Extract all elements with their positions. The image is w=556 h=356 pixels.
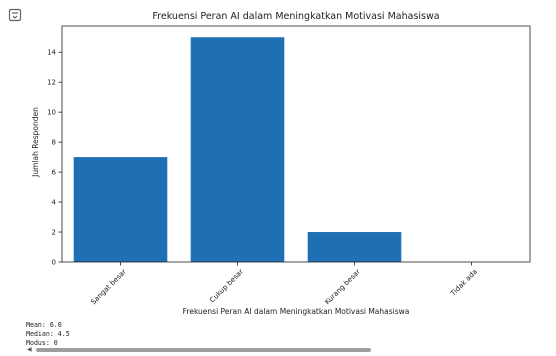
scrollbar-thumb[interactable] bbox=[36, 348, 371, 352]
stats-mode: Modus: 0 bbox=[26, 339, 58, 347]
stats-output: Mean: 6.0 Median: 4.5 Modus: 0 bbox=[26, 321, 70, 348]
y-tick-label: 6 bbox=[52, 169, 57, 177]
y-tick-label: 4 bbox=[52, 199, 57, 207]
y-tick-label: 0 bbox=[52, 259, 56, 267]
horizontal-scrollbar[interactable]: ◀ bbox=[26, 346, 550, 354]
axes-frame bbox=[61, 25, 531, 263]
bar-cukup-besar bbox=[190, 37, 285, 262]
x-tick-label: Cukup besar bbox=[208, 268, 245, 305]
x-tick-label: Kurang besar bbox=[323, 268, 362, 307]
y-tick-label: 2 bbox=[52, 229, 56, 237]
y-tick-label: 8 bbox=[52, 139, 56, 147]
bar-sangat-besar bbox=[73, 157, 168, 262]
y-tick-label: 10 bbox=[47, 109, 56, 117]
x-tick-label: Tidak ada bbox=[448, 268, 478, 298]
y-axis-label: Jumlah Responden bbox=[31, 107, 40, 178]
chart-title: Frekuensi Peran AI dalam Meningkatkan Mo… bbox=[152, 11, 439, 22]
stats-mean: Mean: 6.0 bbox=[26, 321, 62, 329]
output-icon[interactable] bbox=[8, 8, 22, 22]
bar-chart: Frekuensi Peran AI dalam Meningkatkan Mo… bbox=[31, 11, 531, 316]
x-tick-label: Sangat besar bbox=[89, 268, 128, 307]
plot-area: 0 2 4 6 8 10 12 14 Sangat besar Cukup besar Kurang… bbox=[47, 25, 531, 307]
x-axis-label: Frekuensi Peran AI dalam Meningkatkan Mo… bbox=[183, 307, 410, 316]
y-tick-label: 12 bbox=[47, 79, 56, 87]
y-tick-label: 14 bbox=[47, 49, 56, 57]
scroll-left-arrow-icon[interactable]: ◀ bbox=[27, 346, 32, 353]
stats-median: Median: 4.5 bbox=[26, 330, 70, 338]
bar-kurang-besar bbox=[307, 232, 402, 262]
